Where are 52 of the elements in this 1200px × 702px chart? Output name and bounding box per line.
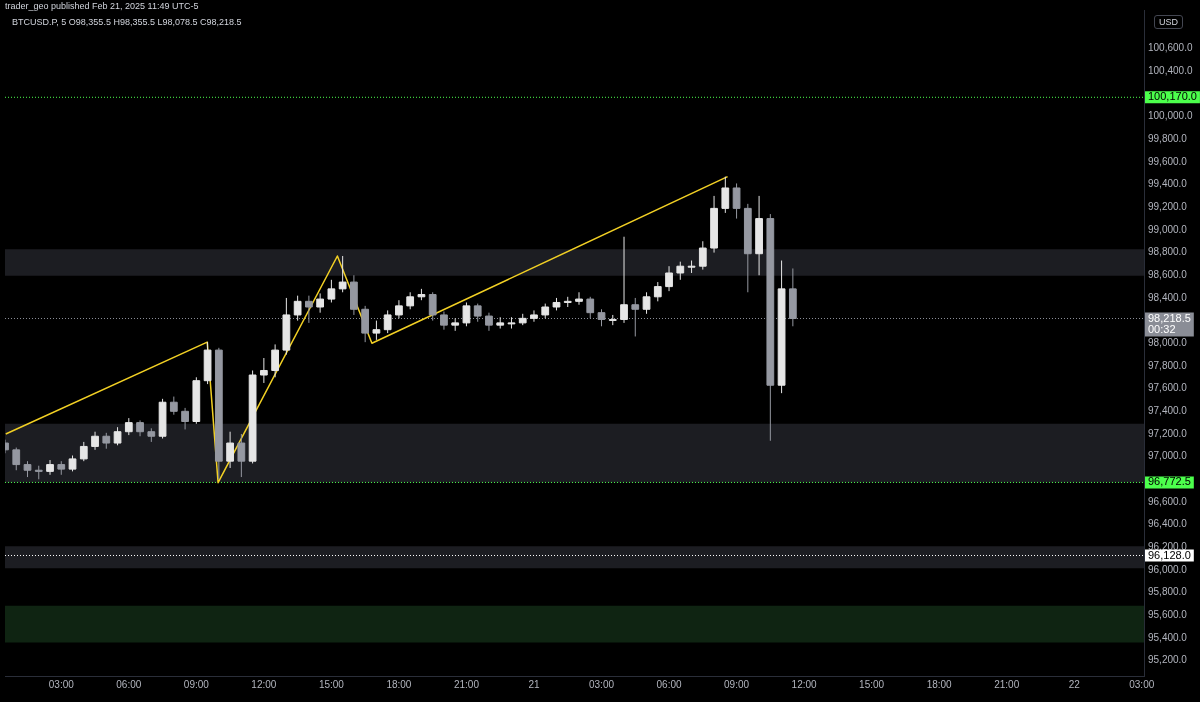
y-tick-label: 99,000.0 <box>1148 223 1188 235</box>
x-tick-label: 21:00 <box>453 678 480 690</box>
y-tick-label: 98,600.0 <box>1148 269 1188 281</box>
y-tick-label: 99,400.0 <box>1148 178 1188 190</box>
y-tick-label: 96,600.0 <box>1148 495 1188 507</box>
ref-line-label: 100,170.0 <box>1148 90 1197 103</box>
y-tick-label: 98,000.0 <box>1148 337 1188 349</box>
y-tick-label: 100,000.0 <box>1148 110 1193 122</box>
x-tick-label: 03:00 <box>48 678 75 690</box>
y-tick-label: 97,800.0 <box>1148 359 1188 371</box>
y-tick-label: 98,800.0 <box>1148 246 1188 258</box>
x-tick-label: 15:00 <box>318 678 345 690</box>
y-tick-label: 99,200.0 <box>1148 201 1188 212</box>
annotation: trader_geo published Feb 21, 2025 11:49 UTC-5 <box>5 1 199 11</box>
y-tick-label: 95,400.0 <box>1148 631 1188 643</box>
x-tick-label: 18:00 <box>386 678 412 690</box>
x-tick-label: 06:00 <box>116 678 142 690</box>
y-tick-label: 97,400.0 <box>1148 405 1188 417</box>
candlestick <box>620 236 628 324</box>
text: 00:32 <box>1148 322 1176 335</box>
x-tick-label: 12:00 <box>791 678 818 690</box>
x-tick-label: 03:00 <box>1129 678 1155 690</box>
y-tick-label: 97,600.0 <box>1148 382 1188 394</box>
x-tick-label: 12:00 <box>251 678 277 690</box>
x-tick-label: 06:00 <box>656 678 682 690</box>
x-tick-label: 18:00 <box>926 678 953 690</box>
text: BTCUSD.P, 5 O98,355.5 H98,355.5 L98,078.5 C98,218.5 <box>12 17 242 27</box>
y-tick-label: 95,600.0 <box>1148 609 1188 621</box>
x-tick-label: 09:00 <box>183 678 210 690</box>
y-tick-label: 95,800.0 <box>1148 586 1188 598</box>
y-tick-label: 100,600.0 <box>1148 42 1193 54</box>
y-tick-label: 96,000.0 <box>1148 563 1188 575</box>
x-tick-label: 22 <box>1068 678 1081 690</box>
y-tick-label: 100,400.0 <box>1148 64 1193 76</box>
candlestick <box>530 309 538 323</box>
x-tick-label: 21 <box>528 678 540 690</box>
y-tick-label: 96,400.0 <box>1148 518 1188 530</box>
ref-line-label: 96,772.5 <box>1148 475 1191 488</box>
y-tick-label: 97,200.0 <box>1148 427 1188 439</box>
y-tick-label: 98,400.0 <box>1148 291 1188 303</box>
x-tick-label: 15:00 <box>859 678 885 690</box>
ref-line-label: 98,218.5 <box>1148 311 1191 324</box>
y-axis-title: USD <box>1154 15 1184 29</box>
x-tick-label: 21:00 <box>994 678 1020 690</box>
y-tick-label: 95,200.0 <box>1148 654 1188 666</box>
y-tick-label: 99,600.0 <box>1148 155 1188 167</box>
x-tick-label: 03:00 <box>589 678 615 690</box>
y-tick-label: 99,800.0 <box>1148 132 1188 144</box>
y-tick-label: 97,000.0 <box>1148 450 1188 462</box>
x-tick-label: 09:00 <box>724 678 750 690</box>
candlestick <box>46 459 54 476</box>
candlestick <box>259 357 268 384</box>
